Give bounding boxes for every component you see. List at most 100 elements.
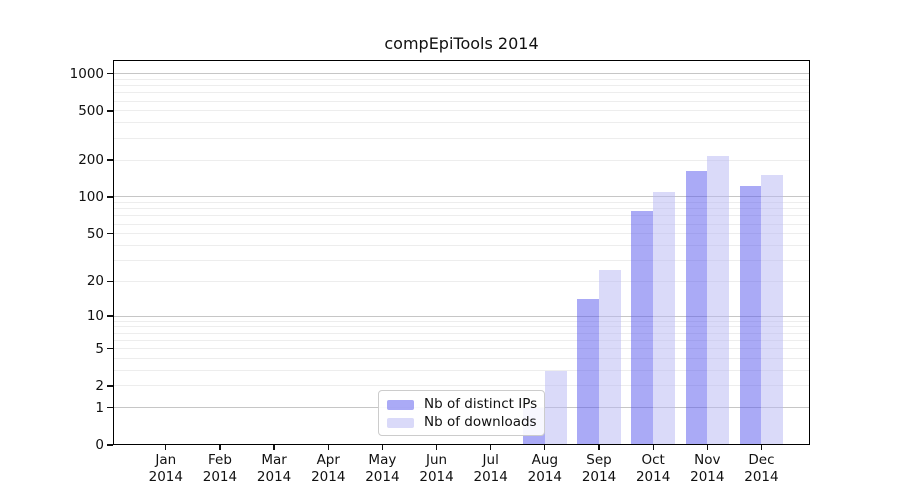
y-tick-mark: [107, 159, 113, 161]
minor-gridline: [113, 78, 810, 80]
minor-gridline: [113, 202, 810, 204]
x-tick-year: 2014: [635, 469, 671, 485]
y-tick-mark: [107, 348, 113, 350]
y-tick-label: 500: [78, 102, 104, 119]
y-tick-label: 100: [78, 188, 104, 205]
bar-distinct-ips: [631, 210, 654, 445]
x-tick-label: Feb 2014: [190, 452, 250, 486]
x-tick-label: Apr 2014: [298, 452, 358, 486]
x-tick-mark: [327, 445, 329, 450]
minor-gridline: [113, 370, 810, 371]
bar-downloads: [761, 174, 784, 445]
x-tick-month: Nov: [694, 452, 721, 468]
minor-gridline: [113, 223, 810, 225]
x-tick-month: May: [368, 452, 397, 468]
x-tick-month: Mar: [261, 452, 287, 468]
bar-downloads: [653, 191, 675, 445]
minor-gridline: [113, 100, 810, 102]
y-tick-label: 2: [95, 377, 104, 394]
minor-gridline: [113, 85, 810, 87]
bar-distinct-ips: [739, 186, 762, 445]
x-tick-year: 2014: [148, 469, 183, 485]
minor-gridline: [113, 110, 810, 112]
x-tick-year: 2014: [256, 469, 292, 485]
major-gridline: [113, 315, 810, 317]
minor-gridline: [113, 385, 810, 387]
y-tick-mark: [107, 315, 113, 317]
minor-gridline: [113, 92, 810, 94]
minor-gridline: [113, 137, 810, 139]
x-tick-month: Oct: [641, 452, 665, 468]
y-tick-mark: [107, 233, 113, 235]
x-tick-year: 2014: [581, 469, 617, 485]
x-tick-label: Aug 2014: [515, 452, 575, 486]
chart-title: compEpiTools 2014: [384, 34, 539, 53]
plot-area: Nb of distinct IPs Nb of downloads: [113, 60, 810, 445]
x-tick-label: Dec 2014: [731, 452, 791, 486]
x-tick-label: Oct 2014: [623, 452, 683, 486]
x-tick-mark: [544, 445, 546, 450]
legend-swatch-distinct-ips: [387, 399, 414, 410]
y-tick-mark: [107, 73, 113, 75]
x-tick-label: Jun 2014: [407, 452, 467, 486]
minor-gridline: [113, 215, 810, 217]
legend-label-distinct-ips: Nb of distinct IPs: [424, 396, 538, 412]
bar-distinct-ips: [685, 171, 708, 445]
x-tick-month: Sep: [586, 452, 612, 468]
y-tick-label: 50: [86, 225, 104, 242]
legend: Nb of distinct IPs Nb of downloads: [378, 390, 545, 436]
y-tick-label: 1000: [69, 65, 104, 82]
x-tick-label: Jul 2014: [461, 452, 521, 486]
y-tick-label: 10: [86, 308, 104, 325]
major-gridline: [113, 196, 810, 198]
x-tick-year: 2014: [311, 469, 346, 485]
legend-item-distinct-ips: Nb of distinct IPs: [387, 396, 538, 412]
x-tick-year: 2014: [527, 469, 563, 485]
y-tick-label: 20: [86, 273, 104, 290]
x-tick-year: 2014: [744, 469, 779, 485]
x-tick-month: Aug: [531, 452, 559, 468]
x-tick-mark: [760, 445, 763, 450]
y-tick-mark: [107, 196, 113, 198]
x-tick-mark: [490, 445, 492, 450]
bar-downloads: [544, 370, 567, 445]
minor-gridline: [113, 208, 810, 210]
x-tick-label: May 2014: [352, 452, 412, 486]
bar-distinct-ips: [577, 299, 599, 445]
x-tick-month: Jan: [155, 452, 177, 468]
y-tick-label: 200: [78, 152, 104, 168]
minor-gridline: [113, 159, 810, 161]
y-tick-mark: [107, 110, 113, 112]
y-tick-label: 1: [95, 399, 104, 416]
x-tick-mark: [273, 445, 275, 450]
y-tick-mark: [107, 444, 113, 446]
minor-gridline: [113, 326, 810, 328]
bar-downloads: [707, 156, 729, 445]
y-tick-mark: [107, 280, 113, 283]
x-tick-year: 2014: [202, 469, 238, 485]
x-tick-label: Sep 2014: [569, 452, 629, 486]
minor-gridline: [113, 348, 810, 350]
x-tick-mark: [652, 445, 654, 450]
y-tick-mark: [107, 385, 113, 387]
minor-gridline: [113, 358, 810, 359]
minor-gridline: [113, 332, 810, 334]
x-tick-mark: [219, 445, 221, 450]
minor-gridline: [113, 122, 810, 124]
x-tick-year: 2014: [419, 469, 454, 485]
x-tick-mark: [381, 445, 384, 450]
minor-gridline: [113, 320, 810, 322]
x-tick-mark: [165, 445, 167, 450]
minor-gridline: [113, 339, 810, 341]
minor-gridline: [113, 233, 810, 235]
x-tick-label: Nov 2014: [677, 452, 737, 486]
minor-gridline: [113, 244, 810, 246]
minor-gridline: [113, 280, 810, 282]
x-tick-mark: [706, 445, 708, 450]
legend-swatch-downloads: [387, 417, 414, 428]
x-tick-month: Dec: [748, 452, 775, 468]
x-tick-year: 2014: [473, 469, 508, 485]
x-tick-mark: [435, 445, 438, 450]
y-tick-mark: [107, 407, 113, 409]
